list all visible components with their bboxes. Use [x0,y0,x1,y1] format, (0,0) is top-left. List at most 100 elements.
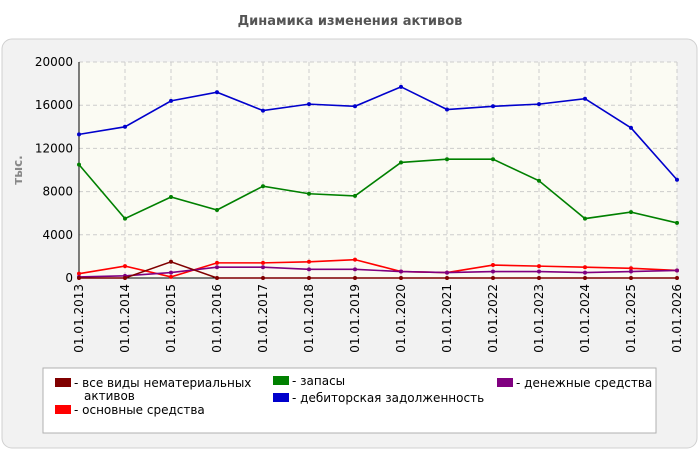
series-4-point-13 [675,276,679,280]
series-0-point-6 [353,104,357,109]
series-4-point-12 [629,276,633,280]
series-0-point-0 [77,132,81,137]
series-1-point-5 [307,191,311,196]
x-tick-label-8: 01.01.2021 [440,284,454,353]
series-2-point-9 [491,263,495,268]
series-1 [77,157,679,225]
series-3-point-13 [675,268,679,273]
series-0-point-4 [261,108,265,113]
y-tick-label-1: 4000 [42,228,73,242]
series-2-point-1 [123,264,127,269]
series-0-point-9 [491,104,495,109]
y-axis-label: тыс. [11,155,25,184]
legend-label-2: - денежные средства [516,376,652,390]
series-3-point-6 [353,267,357,272]
series-4 [77,259,679,280]
series-3-point-4 [261,265,265,270]
series-3-point-11 [583,270,587,275]
chart-title: Динамика изменения активов [238,14,463,29]
legend-swatch-0 [55,378,71,387]
legend-swatch-1 [273,376,289,385]
series-4-point-5 [307,276,311,280]
series-4-point-8 [445,276,449,280]
series-3-point-12 [629,269,633,274]
series-1-point-10 [537,178,541,183]
legend-box [42,367,657,434]
series-0-point-8 [445,107,449,112]
series-4-point-10 [537,276,541,280]
series-2-point-3 [215,260,219,265]
x-tick-label-4: 01.01.2017 [256,284,270,353]
series-line-0 [78,85,678,181]
series-3-point-8 [445,270,449,275]
x-tick-label-11: 01.01.2024 [578,284,592,353]
series-1-point-8 [445,157,449,162]
series-3-point-5 [307,267,311,272]
legend-swatch-3 [55,405,71,414]
series-3-point-3 [215,265,219,270]
series-4-point-1 [123,276,127,280]
series-4-point-9 [491,276,495,280]
series-4-point-0 [77,276,81,280]
grid-lines [79,61,678,278]
legend-label-0: - все виды нематериальных активов [74,376,251,403]
y-tick-label-4: 16000 [35,98,73,112]
series-line-4 [79,260,677,279]
series-2-point-4 [261,260,265,265]
series-0-point-13 [675,177,679,182]
series-4-point-2 [169,259,173,264]
plot-area [79,62,677,278]
series-line-1 [78,158,678,224]
series-line-3 [78,266,678,278]
y-tick-label-5: 20000 [35,55,73,69]
series-2-point-12 [629,266,633,271]
series-1-point-7 [399,160,403,165]
y-tick-label-0: 0 [65,271,73,285]
series-0-point-10 [537,102,541,107]
series-1-point-6 [353,193,357,198]
series-0-point-5 [307,102,311,107]
series-1-point-11 [583,216,587,221]
series-0-point-1 [123,124,127,129]
series-layer [77,84,679,280]
legend-swatch-4 [273,393,289,402]
series-4-point-4 [261,276,265,280]
series-3-point-9 [491,269,495,274]
x-tick-label-2: 01.01.2015 [164,284,178,353]
series-2-point-0 [77,271,81,276]
series-1-point-3 [215,207,219,212]
legend-label-1: - запасы [292,374,345,388]
series-1-point-4 [261,184,265,189]
legend-label-3: - основные средства [74,403,205,417]
series-2 [77,257,679,279]
series-4-point-11 [583,276,587,280]
x-tick-label-12: 01.01.2025 [624,284,638,353]
series-2-point-2 [169,274,173,279]
series-0-point-2 [169,98,173,103]
series-0-point-7 [399,84,403,89]
series-1-point-2 [169,195,173,199]
series-2-point-5 [307,259,311,264]
series-1-point-12 [629,210,633,215]
series-3-point-10 [537,269,541,274]
x-tick-label-7: 01.01.2020 [394,284,408,353]
series-4-point-7 [399,276,403,280]
y-tick-label-3: 12000 [35,141,73,155]
series-2-point-10 [537,264,541,269]
series-line-2 [78,258,678,278]
series-2-point-11 [583,265,587,270]
series-0 [77,84,679,182]
series-0-point-11 [583,96,587,101]
series-2-point-6 [353,257,357,262]
legend-swatch-2 [497,378,513,387]
series-1-point-0 [77,162,81,167]
y-tick-labels: 0 4000 8000 12000 16000 20000 [35,55,73,285]
series-3-point-7 [399,269,403,274]
legend: - все виды нематериальных активов - запасы… [55,374,652,417]
legend-label-4: - дебиторская задолженность [292,391,484,405]
series-4-point-6 [353,276,357,280]
series-1-point-9 [491,157,495,162]
series-1-point-13 [675,220,679,225]
x-tick-label-0: 01.01.2013 [72,284,86,353]
